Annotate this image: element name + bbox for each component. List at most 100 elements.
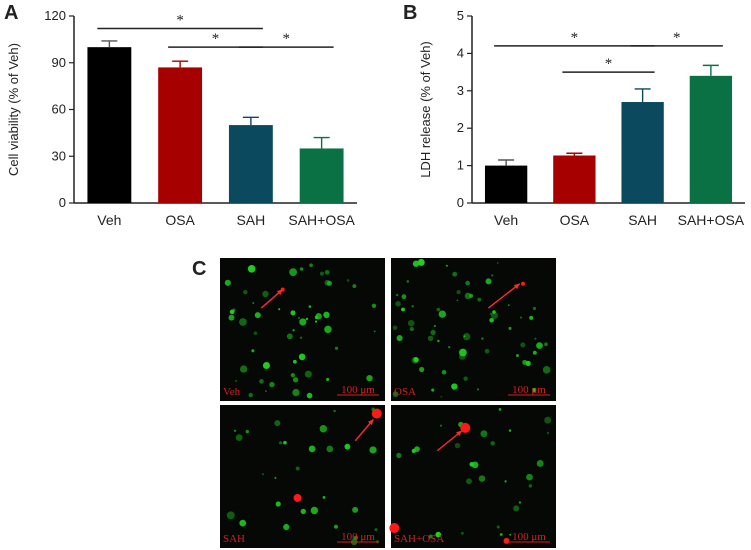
live-cell <box>490 312 498 320</box>
a-y-tick-label: 60 <box>52 102 66 117</box>
live-cell <box>290 310 296 316</box>
dead-cell <box>389 522 400 533</box>
b-bar-sah-plus-osa <box>689 75 733 203</box>
panel-label-a: A <box>4 2 19 24</box>
b-y-tick-label: 4 <box>457 45 464 60</box>
scale-bar-label: 100 μm <box>512 531 546 543</box>
live-cell <box>334 346 339 350</box>
live-cell <box>319 271 325 276</box>
live-cell <box>436 307 441 312</box>
live-cell <box>292 359 297 364</box>
live-cell <box>542 366 551 374</box>
live-cell <box>226 511 235 520</box>
live-cell <box>233 429 237 432</box>
panel-label-c: C <box>192 258 207 280</box>
live-cell <box>326 445 334 453</box>
live-cell <box>247 264 256 273</box>
b-category-label: SAH <box>628 212 657 228</box>
live-cell <box>481 337 484 340</box>
live-cell <box>491 274 494 277</box>
live-cell <box>269 381 275 388</box>
a-bar-sah-plus-osa <box>299 148 344 203</box>
live-cell <box>489 312 492 315</box>
b-y-tick-label: 5 <box>457 8 464 23</box>
live-cell <box>239 365 248 373</box>
a-category-label: SAH <box>236 212 265 228</box>
live-cell <box>334 524 338 529</box>
live-cell <box>395 301 401 307</box>
live-cell <box>308 305 312 308</box>
a-category-label: Veh <box>97 212 121 228</box>
red-arrow <box>487 283 521 309</box>
live-cell <box>409 326 414 332</box>
live-cell <box>275 501 281 507</box>
live-cell <box>300 508 306 515</box>
a-bar-sah <box>228 125 273 203</box>
b-bar-sah <box>621 102 664 203</box>
live-cell <box>344 443 351 450</box>
live-cell <box>544 416 552 424</box>
live-cell <box>295 466 300 471</box>
live-cell <box>419 366 425 373</box>
a-bar-osa <box>158 67 203 203</box>
live-cell <box>262 361 270 370</box>
dead-cell <box>503 537 510 544</box>
live-cell <box>253 331 258 336</box>
live-cell <box>498 407 502 411</box>
b-y-tick-label: 0 <box>457 195 464 210</box>
live-cell <box>528 484 533 488</box>
live-cell <box>322 495 326 499</box>
live-cell <box>508 429 512 432</box>
live-cell <box>516 354 519 358</box>
live-cell <box>292 377 299 383</box>
live-cell <box>373 330 376 333</box>
live-cell <box>496 525 500 529</box>
live-cell <box>525 360 531 367</box>
live-cell <box>308 445 316 453</box>
a-significance-star: * <box>212 31 220 47</box>
live-cell <box>274 420 281 427</box>
live-cell <box>489 317 494 323</box>
live-cell <box>490 441 495 446</box>
dead-cell <box>371 408 382 419</box>
live-cell <box>499 533 503 536</box>
live-cell <box>392 325 398 331</box>
a-category-label: OSA <box>165 212 195 228</box>
live-cell <box>249 265 252 269</box>
live-cell <box>463 335 466 338</box>
b-category-label: SAH+OSA <box>678 212 745 228</box>
live-cell <box>252 302 255 304</box>
live-cell <box>509 533 512 536</box>
live-cell <box>304 370 312 378</box>
live-cell <box>462 333 471 341</box>
live-cell <box>305 317 309 321</box>
a-significance-star: * <box>283 31 291 47</box>
live-cell <box>440 395 443 398</box>
live-cell <box>519 316 523 319</box>
live-cell <box>229 309 235 315</box>
live-cell <box>298 353 306 361</box>
live-cell <box>366 374 373 382</box>
a-bar-veh <box>87 47 132 203</box>
micrograph-grid: 100 μm Veh 100 μm OSA 100 μm SAH 100 μm SAH+OSA <box>220 258 556 548</box>
panel-label-b: B <box>403 2 418 24</box>
live-cell <box>292 388 300 397</box>
a-y-tick-label: 0 <box>59 195 66 210</box>
live-cell <box>411 305 414 308</box>
live-cell <box>392 391 399 397</box>
live-cell <box>235 434 243 442</box>
live-cell <box>310 506 319 515</box>
live-cell <box>251 349 255 353</box>
live-cell <box>283 440 287 445</box>
live-cell <box>261 473 264 476</box>
red-arrow-head <box>513 283 520 290</box>
b-significance-star: * <box>605 56 613 72</box>
live-cell <box>536 342 543 349</box>
live-cell <box>371 303 377 309</box>
live-cell <box>532 387 537 393</box>
micrograph-label: Veh <box>223 386 241 398</box>
live-cell <box>466 478 472 485</box>
live-cell <box>534 337 537 340</box>
live-cell <box>459 353 466 360</box>
live-cell <box>259 379 264 384</box>
